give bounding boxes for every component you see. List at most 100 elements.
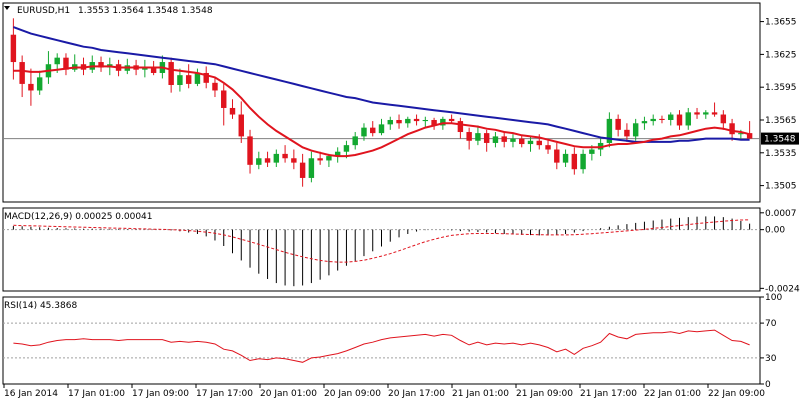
price-panel[interactable]: EURUSD,H1 1.3553 1.3564 1.3548 1.3548 1.…	[3, 6, 799, 192]
candle-body	[282, 153, 288, 159]
candle-body	[615, 118, 621, 130]
candle	[378, 118, 385, 136]
candle	[659, 115, 665, 124]
candle-body	[98, 62, 104, 68]
macd-axis: 0.0007 0.00 -0.00244	[760, 209, 800, 294]
candle	[387, 116, 393, 130]
candle	[36, 70, 43, 95]
candle-body	[720, 114, 727, 124]
y-tick-label: 100	[765, 293, 782, 303]
candle	[72, 54, 78, 72]
slow-moving-average-line	[13, 26, 750, 143]
candle-body	[562, 153, 569, 163]
candle	[483, 129, 490, 152]
y-tick-label: 70	[765, 319, 777, 329]
candle-body	[475, 133, 481, 141]
candle-body	[466, 132, 472, 141]
candle-body	[63, 57, 69, 70]
candle-body	[256, 158, 262, 165]
candles	[10, 18, 753, 187]
candle-body	[632, 123, 639, 137]
candle-body	[431, 119, 437, 126]
rsi-line	[13, 329, 750, 363]
candle	[606, 112, 613, 148]
candle	[650, 114, 656, 126]
candle	[554, 142, 560, 170]
x-tick-label: 16 Jan 2014	[4, 389, 58, 399]
candle-body	[580, 153, 586, 170]
symbol-label: EURUSD,H1	[17, 6, 70, 16]
candle	[519, 135, 525, 148]
panel-frames	[2, 2, 761, 385]
candle	[291, 149, 297, 170]
candle	[247, 129, 253, 174]
macd-panel[interactable]: MACD(12,26,9) 0.00025 0.00041 0.00070.00…	[4, 209, 800, 295]
candle	[334, 147, 341, 163]
candle	[632, 118, 639, 141]
candle	[668, 112, 674, 126]
candle	[729, 118, 735, 141]
current-price-label: 1.3548	[764, 135, 796, 145]
candle-body	[659, 118, 665, 120]
candle-body	[150, 67, 157, 73]
x-tick-label: 22 Jan 09:00	[708, 389, 765, 399]
y-tick-label: 0.00	[765, 226, 785, 236]
candle	[492, 132, 499, 148]
rsi-header: RSI(14) 45.3868	[4, 301, 77, 311]
candle-body	[36, 77, 43, 91]
candle-body	[501, 136, 507, 142]
candle	[177, 68, 183, 92]
y-tick-label: 1.3595	[765, 83, 797, 93]
candle-body	[168, 62, 174, 86]
candle-body	[238, 114, 244, 137]
candle	[168, 57, 174, 93]
rsi-panel[interactable]: RSI(14) 45.3868 100 70 30 0	[4, 293, 782, 390]
candle	[615, 114, 621, 137]
candle-body	[440, 118, 446, 126]
candle-body	[703, 112, 709, 115]
candle	[703, 110, 709, 119]
candle-body	[597, 142, 604, 150]
candle	[194, 68, 201, 87]
y-tick-label: -0.00244	[765, 284, 800, 294]
candle-body	[711, 112, 718, 115]
triangle-down-icon[interactable]	[4, 6, 10, 10]
candle	[326, 153, 332, 168]
candle-body	[396, 119, 402, 124]
candle-body	[54, 57, 60, 65]
candle	[580, 149, 586, 174]
candle	[571, 147, 578, 175]
candle-body	[554, 149, 560, 163]
candle-body	[203, 72, 209, 83]
macd-header: MACD(12,26,9) 0.00025 0.00041	[4, 212, 153, 222]
y-tick-label: 1.3505	[765, 182, 797, 192]
candle	[142, 59, 148, 78]
candle-body	[177, 75, 183, 86]
candle	[282, 145, 288, 163]
candle-body	[729, 123, 735, 135]
candle-body	[247, 136, 253, 165]
candle	[45, 51, 52, 84]
candle-body	[457, 121, 464, 133]
main-panel-frame	[2, 2, 761, 203]
y-tick-label: 0	[765, 380, 771, 390]
candle-body	[10, 34, 17, 63]
fast-moving-average-line	[13, 65, 750, 158]
candle	[98, 56, 104, 72]
candle	[448, 114, 455, 124]
candle-body	[273, 153, 280, 163]
y-tick-label: 1.3625	[765, 50, 797, 60]
current-price-tag	[761, 132, 799, 145]
candle-body	[527, 140, 534, 145]
candle-body	[746, 133, 753, 139]
candle	[308, 151, 315, 183]
x-tick-label: 21 Jan 17:00	[580, 389, 637, 399]
candle	[238, 101, 244, 143]
candle-body	[229, 107, 236, 115]
candle-body	[264, 158, 271, 163]
candle	[273, 149, 280, 168]
candle	[352, 132, 358, 150]
candle	[221, 83, 227, 126]
candle-body	[212, 82, 218, 91]
